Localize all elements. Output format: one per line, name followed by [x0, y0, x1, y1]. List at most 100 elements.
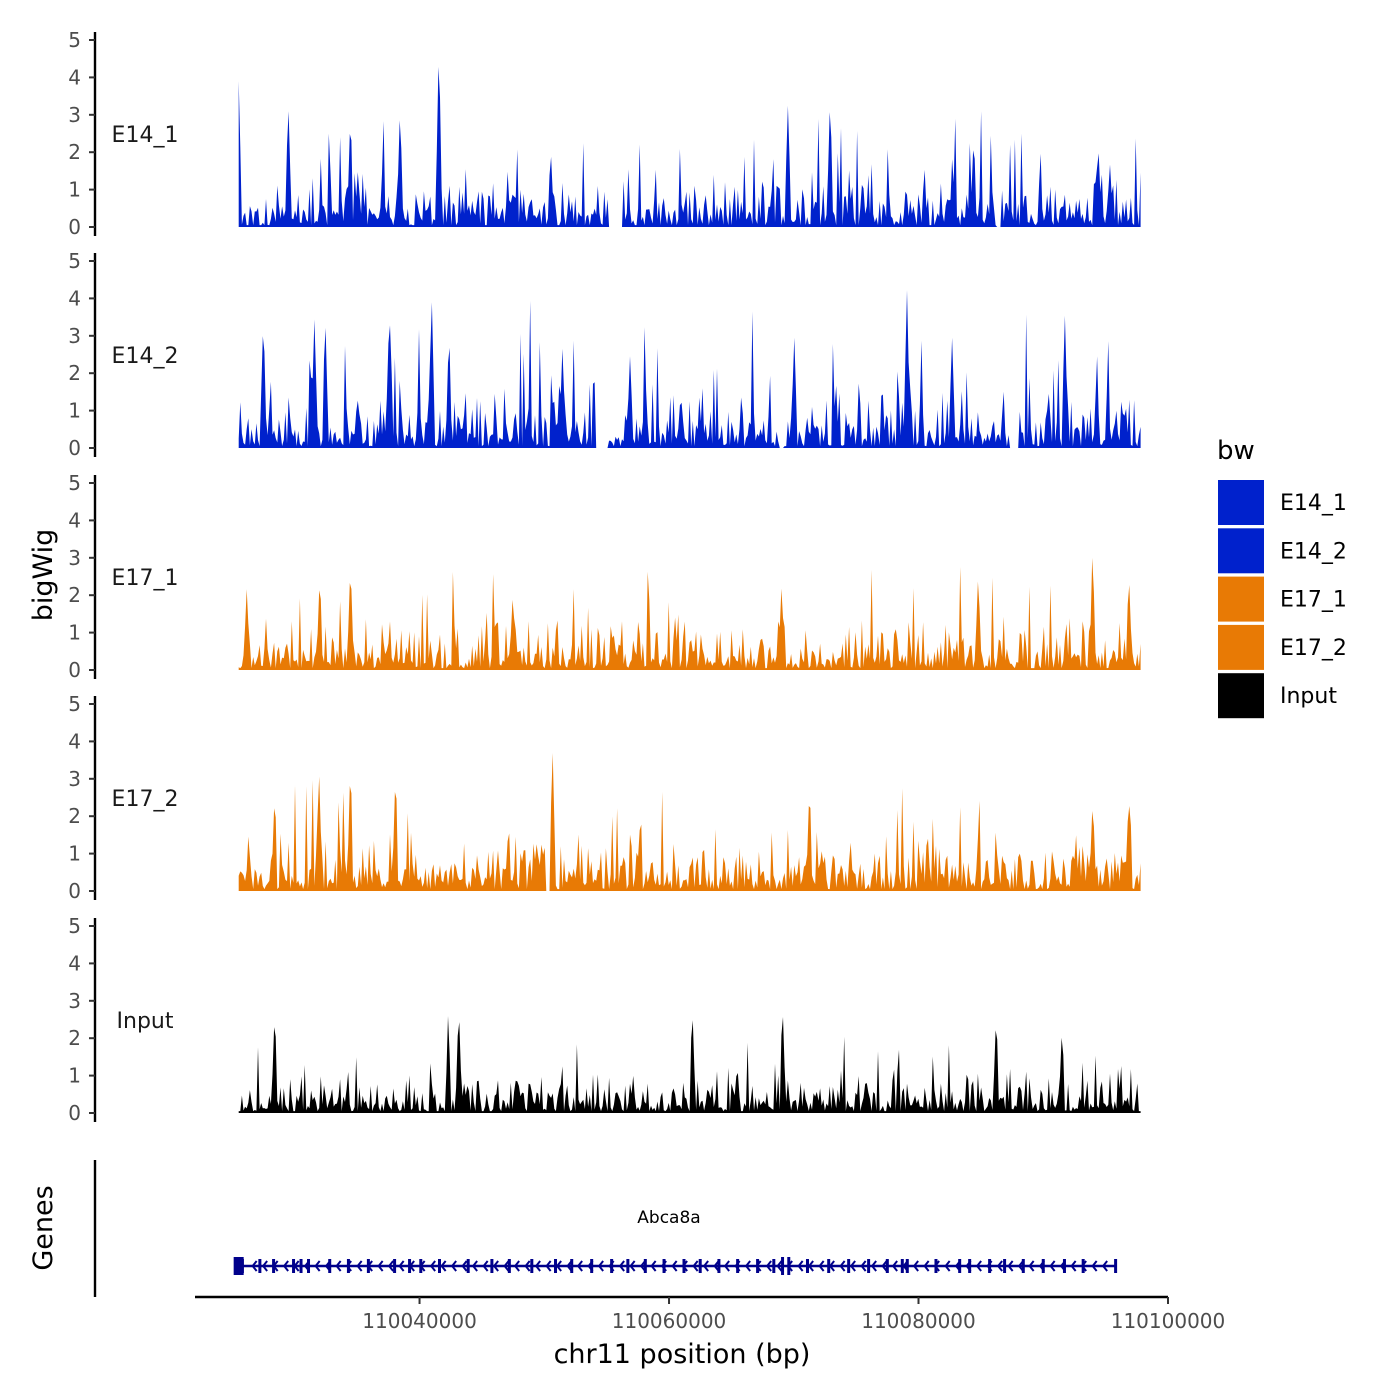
gene-exon	[1081, 1259, 1085, 1273]
gene-exon	[346, 1259, 350, 1273]
gene-exon	[847, 1259, 851, 1273]
track-e17-2: 0 1 2 3 4 5 E17_2	[68, 692, 1141, 903]
strand-arrow	[251, 1260, 258, 1272]
track-label: E14_1	[112, 123, 179, 148]
gene-exon	[1021, 1259, 1025, 1273]
y-tick-label: 1	[68, 621, 81, 645]
signal-area-e14-1	[238, 66, 1141, 228]
strand-arrow	[429, 1260, 436, 1272]
strand-arrow	[671, 1260, 678, 1272]
y-tick-label: 1	[68, 842, 81, 866]
strand-arrow	[597, 1260, 604, 1272]
gene-exon	[905, 1259, 909, 1273]
gene-track: Abca8a	[93, 1160, 1118, 1297]
gene-exon	[900, 1259, 904, 1273]
y-tick-label: 0	[68, 879, 81, 903]
strand-arrow	[261, 1260, 268, 1272]
strand-arrow	[860, 1260, 867, 1272]
gene-label-abca8a: Abca8a	[637, 1208, 700, 1228]
x-tick-label: 110060000	[612, 1309, 727, 1333]
strand-arrow	[923, 1260, 930, 1272]
strand-arrow	[1101, 1260, 1108, 1272]
strand-arrow	[1091, 1260, 1098, 1272]
gene-exon	[530, 1259, 534, 1273]
y-tick-label: 1	[68, 178, 81, 202]
y-tick-label: 2	[68, 583, 81, 607]
legend-label: E14_2	[1280, 539, 1347, 564]
strand-arrow	[450, 1260, 457, 1272]
y-tick-label: 1	[68, 1064, 81, 1088]
gene-exon	[292, 1259, 296, 1273]
gene-exon	[781, 1257, 785, 1275]
strand-arrow	[1049, 1260, 1056, 1272]
strand-arrow	[398, 1260, 405, 1272]
strand-arrow	[629, 1260, 636, 1272]
signal-area-e17-1	[238, 557, 1141, 670]
signal-area-e14-2	[238, 290, 1141, 448]
gene-exon	[408, 1259, 412, 1273]
strand-arrow	[387, 1260, 394, 1272]
y-tick-label: 5	[68, 471, 81, 495]
y-tick-label: 4	[68, 286, 81, 310]
legend-label: E14_1	[1280, 491, 1347, 516]
strand-arrow	[513, 1260, 520, 1272]
strand-arrow	[797, 1260, 804, 1272]
legend-swatch-e14-1	[1218, 480, 1264, 525]
strand-arrow	[891, 1260, 898, 1272]
strand-arrow	[996, 1260, 1003, 1272]
strand-arrow	[356, 1260, 363, 1272]
gene-exon	[1114, 1259, 1118, 1273]
strand-arrow	[524, 1260, 531, 1272]
y-tick-label: 2	[68, 140, 81, 164]
signal-tracks: 0 1 2 3 4 5 E14_1 0 1 2 3 4 5 E14_2 0 1 2 3 4 5 E17_1 0 1 2 3 4 5 E…	[68, 28, 1141, 1125]
y-tick-label: 5	[68, 28, 81, 52]
strand-arrow	[461, 1260, 468, 1272]
strand-arrow	[723, 1260, 730, 1272]
gene-exon	[240, 1259, 244, 1273]
y-tick-label: 2	[68, 1026, 81, 1050]
gene-exon	[736, 1259, 740, 1273]
y-tick-label: 0	[68, 658, 81, 682]
gene-exon	[968, 1259, 972, 1273]
track-e14-1: 0 1 2 3 4 5 E14_1	[68, 28, 1141, 239]
gene-exon	[258, 1259, 262, 1273]
strand-arrow	[335, 1260, 342, 1272]
strand-arrow	[440, 1260, 447, 1272]
signal-area-input	[238, 1016, 1141, 1113]
y-tick-label: 5	[68, 692, 81, 716]
strand-arrow	[471, 1260, 478, 1272]
gene-exon	[307, 1259, 311, 1273]
gene-exon	[272, 1259, 276, 1273]
y-tick-label: 3	[68, 546, 81, 570]
gene-exon	[299, 1259, 303, 1273]
y-tick-label: 4	[68, 951, 81, 975]
strand-arrow	[618, 1260, 625, 1272]
y-tick-label: 0	[68, 215, 81, 239]
strand-arrow	[849, 1260, 856, 1272]
strand-arrow	[1070, 1260, 1077, 1272]
gene-exon	[366, 1259, 370, 1273]
strand-arrow	[975, 1260, 982, 1272]
legend-label: E17_2	[1280, 636, 1347, 661]
genes-axis-title: Genes	[28, 1185, 59, 1270]
y-axis-title: bigWig	[28, 529, 59, 622]
legend-swatch-e17-2	[1218, 624, 1264, 670]
gene-exon	[787, 1257, 791, 1275]
legend: bw E14_1 E14_2 E17_1 E17_2 Input	[1217, 436, 1347, 719]
gene-exon	[772, 1259, 776, 1273]
strand-arrow	[377, 1260, 384, 1272]
strand-arrow	[555, 1260, 562, 1272]
track-label: E17_1	[112, 566, 179, 591]
strand-arrow	[870, 1260, 877, 1272]
track-label: E17_2	[112, 787, 179, 812]
y-tick-label: 0	[68, 436, 81, 460]
strand-arrow	[534, 1260, 541, 1272]
gene-exon	[233, 1257, 244, 1275]
gene-exon	[682, 1259, 686, 1273]
y-tick-label: 4	[68, 65, 81, 89]
strand-arrow	[503, 1260, 510, 1272]
strand-arrow	[482, 1260, 489, 1272]
gene-exon	[1041, 1259, 1045, 1273]
y-tick-label: 3	[68, 989, 81, 1013]
gene-exon	[958, 1259, 962, 1273]
